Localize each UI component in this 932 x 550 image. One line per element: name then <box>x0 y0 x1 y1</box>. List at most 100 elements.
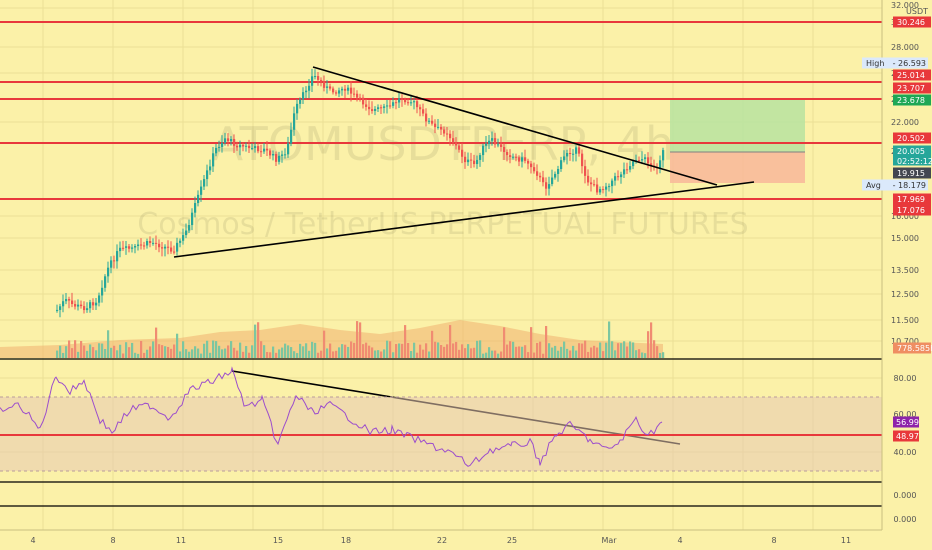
candle <box>620 171 623 184</box>
volume-bar <box>455 341 458 358</box>
volume-bar <box>209 352 212 358</box>
candle <box>644 154 647 164</box>
price-tick: 12.500 <box>891 290 919 299</box>
candle <box>218 140 221 152</box>
time-tick: 15 <box>273 536 283 545</box>
volume-bar <box>449 325 452 358</box>
candle <box>176 237 179 256</box>
profit-zone[interactable] <box>670 100 805 152</box>
candle <box>494 132 497 148</box>
svg-text:17.076: 17.076 <box>897 206 925 215</box>
candle <box>311 68 314 92</box>
price-marker-avg: Avg - 18.179 <box>862 179 928 191</box>
rsi-line <box>0 366 663 467</box>
volume-bar <box>188 351 191 358</box>
price-tick: 28.000 <box>891 43 919 52</box>
volume-bar <box>494 350 497 358</box>
time-tick: 4 <box>30 536 35 545</box>
candle <box>605 182 608 197</box>
candle <box>197 190 200 207</box>
volume-bar <box>263 345 266 358</box>
candle <box>365 99 368 111</box>
volume-bar <box>248 352 251 358</box>
currency-label: USDT <box>906 7 928 16</box>
volume-bar <box>185 349 188 358</box>
candle <box>407 98 410 106</box>
volume-bar <box>119 344 122 358</box>
candle <box>209 159 212 175</box>
candle <box>608 183 611 192</box>
volume-bar <box>587 351 590 358</box>
time-tick-labels: 4 8 11 15 18 22 25 Mar 4 8 11 <box>30 536 851 545</box>
volume-bar <box>224 348 227 358</box>
volume-bar <box>512 341 515 358</box>
price-tick: 13.500 <box>891 266 919 275</box>
candle <box>128 243 131 253</box>
volume-bar <box>173 344 176 358</box>
volume-bar <box>278 349 281 358</box>
candle <box>458 142 461 153</box>
candle <box>137 239 140 251</box>
horizontal-levels[interactable] <box>0 21 882 200</box>
candle <box>599 186 602 195</box>
candle <box>488 135 491 150</box>
candle <box>287 136 290 158</box>
candle <box>530 160 533 174</box>
candle <box>95 297 98 311</box>
time-tick: 4 <box>677 536 682 545</box>
volume-bar <box>314 342 317 358</box>
volume-bar <box>299 343 302 358</box>
volume-bar <box>479 340 482 358</box>
stop-zone[interactable] <box>670 152 805 183</box>
volume-bar <box>101 343 104 358</box>
volume-bar <box>71 348 74 358</box>
candle <box>431 115 434 126</box>
candle <box>542 170 545 187</box>
candle <box>131 244 134 253</box>
candle <box>557 165 560 182</box>
candle <box>497 138 500 148</box>
candle <box>392 97 395 109</box>
volume-bar <box>143 352 146 358</box>
volume-bar <box>239 342 242 358</box>
volume-bar <box>629 341 632 358</box>
candle <box>470 152 473 169</box>
volume-bar <box>464 348 467 358</box>
volume-bar <box>371 347 374 358</box>
volume-bar <box>164 346 167 358</box>
volume-bar <box>575 350 578 358</box>
svg-text:30.246: 30.246 <box>897 18 925 27</box>
volume-bar <box>260 341 263 358</box>
candle <box>452 130 455 146</box>
svg-text:23.678: 23.678 <box>897 96 925 105</box>
volume-bar <box>191 349 194 358</box>
time-axis[interactable] <box>0 530 932 550</box>
candle <box>122 240 125 251</box>
svg-text:778.585K: 778.585K <box>897 344 932 353</box>
price-marker-r2: 25.014 <box>893 69 931 81</box>
price-marker-r4: 20.502 <box>893 132 931 144</box>
volume-bar <box>431 330 434 358</box>
candle <box>173 245 176 255</box>
rsi-marker-rsima: 48.97 <box>893 430 919 442</box>
candle <box>350 81 353 102</box>
volume-bar <box>407 342 410 358</box>
candle <box>266 141 269 157</box>
svg-text:0.000: 0.000 <box>894 515 917 524</box>
volume-bar <box>596 347 599 358</box>
volume-bar <box>218 345 221 358</box>
volume-bar <box>182 341 185 358</box>
svg-text:60.00: 60.00 <box>894 410 917 419</box>
svg-text:23.707: 23.707 <box>897 84 925 93</box>
volume-bar <box>419 344 422 358</box>
price-marker-r3: 23.707 <box>893 82 931 94</box>
candle <box>104 274 107 292</box>
candle <box>383 103 386 114</box>
volume-bar <box>92 347 95 358</box>
volume-bar <box>290 347 293 358</box>
svg-text:- 18.179: - 18.179 <box>893 181 926 190</box>
svg-text:- 26.593: - 26.593 <box>893 59 926 68</box>
volume-bar <box>266 351 269 358</box>
candle <box>299 97 302 109</box>
